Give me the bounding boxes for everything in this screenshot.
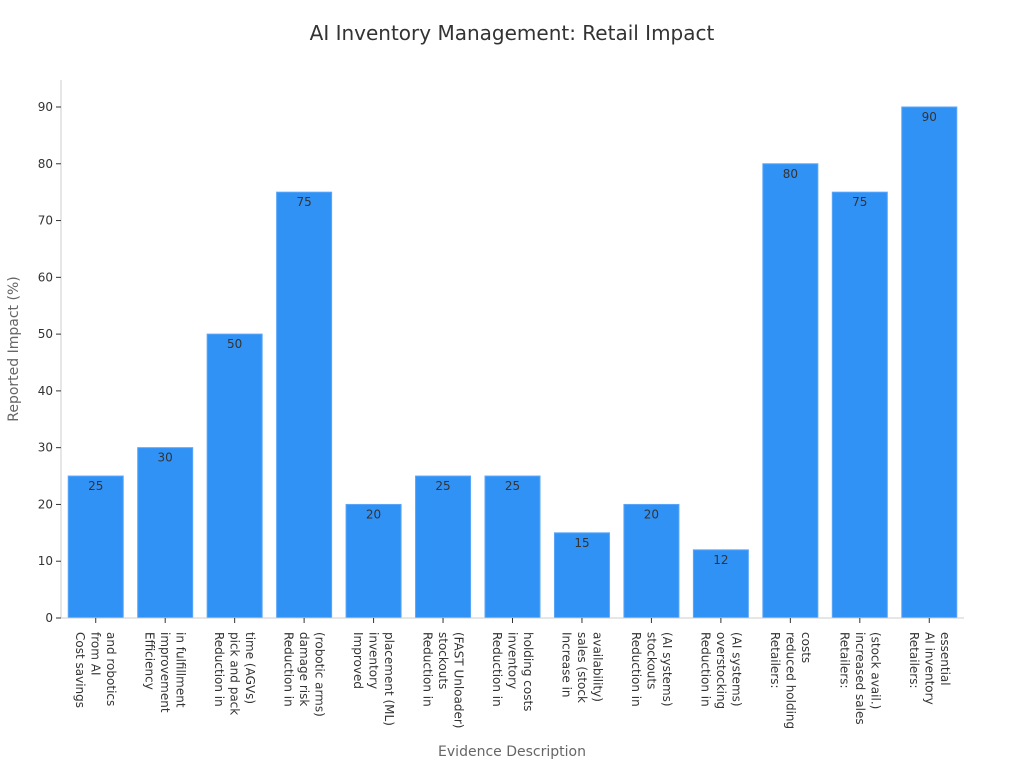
data-label: 25 (435, 479, 450, 493)
bars: 25 30 50 75 20 25 25 15 20 12 80 75 90 (67, 106, 958, 619)
y-tick-label: 10 (38, 554, 53, 568)
bar (345, 503, 402, 619)
x-tick-label-line: Reduction in (698, 632, 712, 707)
x-tick-label-line: stockouts (436, 632, 450, 689)
x-tick-label: Cost savings from AI and robotics (73, 632, 118, 708)
x-tick-label-line: placement (ML) (382, 632, 396, 726)
bar (415, 475, 472, 619)
x-tick-label-line: Reduction in (212, 632, 226, 707)
y-tick-label: 20 (38, 497, 53, 511)
x-tick-label-line: (stock avail.) (868, 632, 882, 709)
data-label: 75 (852, 195, 867, 209)
x-tick-label-line: improvement (158, 632, 172, 713)
x-tick-label-line: reduced holding (783, 632, 797, 729)
x-tick-label-line: inventory (506, 632, 520, 689)
y-tick-label: 0 (45, 611, 53, 625)
x-tick-label: Retailers: increased sales (stock avail.) (837, 632, 882, 725)
bar (67, 475, 124, 619)
x-tick-label-line: Reduction in (282, 632, 296, 707)
x-axis: Cost savings from AI and robotics Efficienc… (61, 617, 964, 729)
y-axis: 0 10 20 30 40 50 60 70 80 90 (38, 80, 62, 625)
x-tick-label-line: overstocking (714, 632, 728, 709)
data-label: 30 (158, 451, 173, 465)
y-tick-label: 80 (38, 157, 53, 171)
x-tick-label-line: (robotic arms) (313, 632, 327, 717)
chart-title: AI Inventory Management: Retail Impact (310, 21, 715, 45)
x-tick-label: Reduction in overstocking (AI systems) (698, 632, 743, 709)
x-tick-label-line: sales (stock (575, 632, 589, 703)
data-label: 90 (922, 110, 937, 124)
x-tick-label: Increase in sales (stock availability) (559, 632, 604, 703)
y-tick-label: 50 (38, 327, 53, 341)
x-tick-label-line: Reduction in (490, 632, 504, 707)
x-tick-label-line: (AI systems) (660, 632, 674, 707)
x-tick-label-line: time (AGVs) (243, 632, 257, 704)
x-tick-label-line: holding costs (521, 632, 535, 711)
x-tick-label-line: Increase in (559, 632, 573, 698)
bar (623, 503, 680, 619)
x-axis-label: Evidence Description (438, 744, 586, 760)
x-tick-label-line: inventory (367, 632, 381, 689)
y-tick-label: 30 (38, 441, 53, 455)
x-tick-label: Reduction in stockouts (AI systems) (629, 632, 674, 707)
y-tick-label: 60 (38, 270, 53, 284)
x-tick-label-line: Reduction in (421, 632, 435, 707)
data-label: 15 (574, 536, 589, 550)
x-tick-label-line: increased sales (853, 632, 867, 725)
bar (484, 475, 541, 619)
data-label: 12 (713, 553, 728, 567)
x-tick-label: Improved inventory placement (ML) (351, 632, 396, 726)
x-tick-label-line: AI inventory (922, 632, 936, 705)
data-label: 25 (505, 479, 520, 493)
y-tick-label: 70 (38, 214, 53, 228)
bar (276, 191, 333, 619)
x-tick-label-line: Improved (351, 632, 365, 689)
x-tick-label: Reduction in pick and pack time (AGVs) (212, 632, 257, 715)
data-label: 20 (644, 507, 659, 521)
x-tick-label: Retailers: AI inventory essential (907, 632, 952, 705)
bar (553, 532, 610, 619)
bar (137, 447, 194, 619)
x-tick-label-line: stockouts (644, 632, 658, 689)
x-tick-label-line: pick and pack (228, 632, 242, 715)
bar (762, 163, 819, 619)
x-tick-label: Reduction in inventory holding costs (490, 632, 535, 711)
x-tick-label-line: Retailers: (837, 632, 851, 689)
y-tick-label: 90 (38, 100, 53, 114)
x-tick-label-line: costs (799, 632, 813, 663)
data-label: 25 (88, 479, 103, 493)
x-tick-label-line: availability) (590, 632, 604, 702)
y-tick-label: 40 (38, 384, 53, 398)
x-tick-label-line: Reduction in (629, 632, 643, 707)
y-axis-label: Reported Impact (%) (6, 276, 22, 421)
bar (901, 106, 958, 619)
x-tick-label: Retailers: reduced holding costs (768, 632, 813, 729)
data-label: 20 (366, 507, 381, 521)
x-tick-label-line: (FAST Unloader) (452, 632, 466, 729)
bar (831, 191, 888, 619)
x-tick-label-line: essential (938, 632, 952, 686)
bar (692, 549, 749, 619)
bar (206, 333, 263, 619)
x-tick-label-line: Cost savings (73, 632, 87, 708)
x-tick-label-line: in fulfillment (174, 632, 188, 708)
x-tick-label: Reduction in stockouts (FAST Unloader) (421, 632, 466, 729)
data-label: 75 (296, 195, 311, 209)
x-tick-label: Efficiency improvement in fulfillment (143, 632, 188, 713)
x-tick-label-line: and robotics (104, 632, 118, 706)
x-tick-label-line: Retailers: (907, 632, 921, 689)
x-tick-label-line: Efficiency (143, 632, 157, 690)
x-tick-label-line: damage risk (297, 632, 311, 706)
data-label: 50 (227, 337, 242, 351)
x-tick-label-line: (AI systems) (729, 632, 743, 707)
x-tick-label-line: from AI (89, 632, 103, 676)
data-label: 80 (783, 167, 798, 181)
x-tick-label-line: Retailers: (768, 632, 782, 689)
x-tick-label: Reduction in damage risk (robotic arms) (282, 632, 327, 717)
